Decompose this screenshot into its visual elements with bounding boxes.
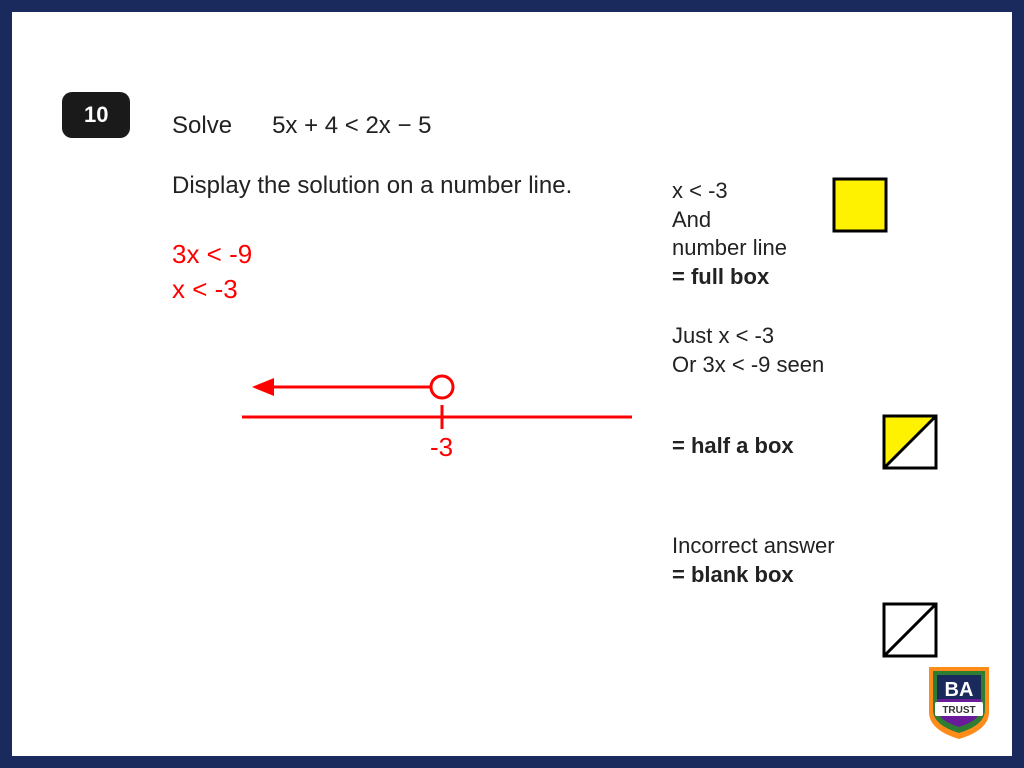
- logo-letters: BA: [945, 679, 974, 701]
- question-number: 10: [84, 102, 108, 127]
- blank-box-icon: [882, 602, 938, 658]
- question-number-badge: 10: [62, 92, 130, 138]
- working-line-2: x < -3: [172, 272, 252, 307]
- rubric-blank-line1: Incorrect answer: [672, 532, 835, 561]
- rubric-full-text: x < -3 And number line = full box: [672, 177, 787, 291]
- rubric-blank-text: Incorrect answer = blank box: [672, 532, 835, 589]
- rubric-full-line1: x < -3: [672, 177, 787, 206]
- working-line-1: 3x < -9: [172, 237, 252, 272]
- ba-trust-logo: BA TRUST: [924, 662, 994, 742]
- rubric-half-result: = half a box: [672, 433, 794, 458]
- number-line-diagram: [12, 332, 712, 482]
- prompt-display: Display the solution on a number line.: [172, 172, 572, 199]
- rubric-blank-result: = blank box: [672, 561, 835, 590]
- half-box-icon: [882, 414, 938, 470]
- logo-banner-text: TRUST: [942, 705, 975, 716]
- open-circle-marker: [431, 376, 453, 398]
- rubric-half-text: Just x < -3 Or 3x < -9 seen: [672, 322, 824, 379]
- slide-frame: 10 Solve 5x + 4 < 2x − 5 Display the sol…: [0, 0, 1024, 768]
- rubric-full-line2: And: [672, 206, 787, 235]
- problem-line-1: Solve 5x + 4 < 2x − 5: [172, 112, 432, 140]
- number-line-tick-label: -3: [430, 432, 453, 463]
- rubric-full-result: = full box: [672, 263, 787, 292]
- rubric-full-line3: number line: [672, 234, 787, 263]
- problem-line-2: Display the solution on a number line.: [172, 172, 572, 200]
- prompt-solve: Solve: [172, 112, 232, 139]
- rubric-half-result-row: = half a box: [672, 432, 794, 461]
- arrowhead-icon: [252, 378, 274, 396]
- rubric-half-line1: Just x < -3: [672, 322, 824, 351]
- working-steps: 3x < -9 x < -3: [172, 237, 252, 307]
- equation: 5x + 4 < 2x − 5: [272, 112, 431, 139]
- rubric-half-line2: Or 3x < -9 seen: [672, 351, 824, 380]
- full-box-icon: [832, 177, 888, 233]
